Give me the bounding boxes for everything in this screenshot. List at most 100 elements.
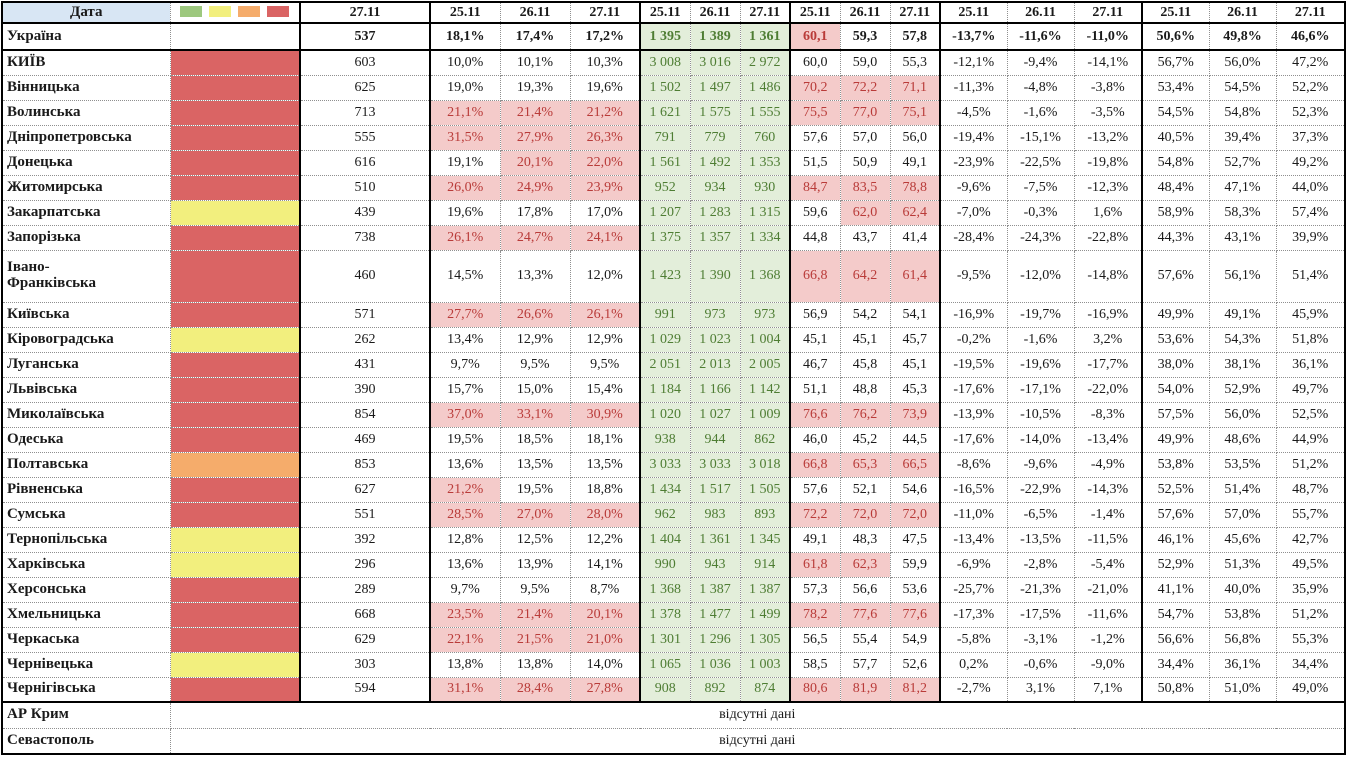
green-cell: 1 004 [739, 326, 791, 353]
pct-cell: 18,1% [429, 22, 501, 51]
green-cell: 1 065 [639, 651, 691, 678]
sixty-cell: 64,2 [839, 249, 891, 303]
green-cell: 990 [639, 551, 691, 578]
pos-cell: 38,1% [1208, 351, 1277, 378]
sixty-cell: 57,6 [789, 476, 841, 503]
sixty-cell: 61,8 [789, 551, 841, 578]
region-name: Сумська [1, 501, 171, 528]
chg-cell: -14,8% [1073, 249, 1143, 303]
sixty-cell: 57,7 [839, 651, 891, 678]
pct-cell: 21,5% [499, 626, 571, 653]
pct-cell: 17,2% [569, 22, 641, 51]
table-row: Донецька 616 19,1% 20,1% 22,0% 1 561 1 492 1 35… [1, 149, 1346, 176]
chg-cell: -22,8% [1073, 224, 1143, 251]
pos-cell: 44,0% [1275, 174, 1346, 201]
pct-cell: 10,3% [569, 49, 641, 76]
num-cell: 603 [299, 49, 431, 76]
num-cell: 439 [299, 199, 431, 226]
chg-cell: -7,0% [939, 199, 1008, 226]
chg-cell: -6,5% [1006, 501, 1075, 528]
num-cell: 510 [299, 174, 431, 201]
date-label-cell: Дата [1, 1, 171, 24]
region-name: Донецька [1, 149, 171, 176]
chg-cell: 3,1% [1006, 676, 1075, 703]
pct-cell: 9,5% [499, 576, 571, 603]
chg-cell: -19,6% [1006, 351, 1075, 378]
pos-cell: 52,5% [1141, 476, 1210, 503]
green-cell: 791 [639, 124, 691, 151]
pos-cell: 51,3% [1208, 551, 1277, 578]
pct-cell: 21,2% [429, 476, 501, 503]
status-color-cell [169, 526, 301, 553]
pos-cell: 50,6% [1141, 22, 1210, 51]
chg-cell: -1,2% [1073, 626, 1143, 653]
chg-cell: -19,8% [1073, 149, 1143, 176]
chg-cell: -9,5% [939, 249, 1008, 303]
sixty-cell: 78,2 [789, 601, 841, 628]
chg-cell: -17,7% [1073, 351, 1143, 378]
num-cell: 625 [299, 74, 431, 101]
table-row: Хмельницька 668 23,5% 21,4% 20,1% 1 378 1 477 1… [1, 601, 1346, 628]
chg-cell: -11,6% [1006, 22, 1075, 51]
pct-cell: 15,0% [499, 376, 571, 403]
pos-cell: 57,6% [1141, 249, 1210, 303]
pct-cell: 9,5% [569, 351, 641, 378]
region-name: Україна [1, 22, 171, 51]
green-cell: 1 555 [739, 99, 791, 126]
green-cell: 1 375 [639, 224, 691, 251]
green-cell: 1 301 [639, 626, 691, 653]
table-row: Волинська 713 21,1% 21,4% 21,2% 1 621 1 575 1 5… [1, 99, 1346, 126]
status-color-cell [169, 326, 301, 353]
chg-cell: -9,6% [939, 174, 1008, 201]
legend-swatch-yellow-icon [209, 5, 232, 17]
green-cell: 1 184 [639, 376, 691, 403]
pct-cell: 12,9% [569, 326, 641, 353]
sixty-cell: 51,5 [789, 149, 841, 176]
pos-cell: 49,9% [1141, 301, 1210, 328]
pct-cell: 19,0% [429, 74, 501, 101]
green-cell: 1 283 [689, 199, 741, 226]
sixty-cell: 75,1 [889, 99, 941, 126]
sixty-cell: 47,5 [889, 526, 941, 553]
status-color-cell [169, 49, 301, 76]
sixty-cell: 54,6 [889, 476, 941, 503]
pos-cell: 53,6% [1141, 326, 1210, 353]
pos-cell: 46,6% [1275, 22, 1346, 51]
sixty-cell: 45,1 [839, 326, 891, 353]
pos-cell: 49,0% [1275, 676, 1346, 703]
pos-cell: 40,0% [1208, 576, 1277, 603]
green-cell: 779 [689, 124, 741, 151]
pct-cell: 26,1% [569, 301, 641, 328]
chg-cell: -11,6% [1073, 601, 1143, 628]
pct-cell: 12,2% [569, 526, 641, 553]
num-cell: 738 [299, 224, 431, 251]
sixty-cell: 59,6 [789, 199, 841, 226]
region-name: Кіровоградська [1, 326, 171, 353]
chg-cell: -6,9% [939, 551, 1008, 578]
table-row: Миколаївська 854 37,0% 33,1% 30,9% 1 020 1 027… [1, 401, 1346, 428]
pct-cell: 10,1% [499, 49, 571, 76]
green-cell: 1 296 [689, 626, 741, 653]
status-color-cell [169, 676, 301, 703]
sixty-cell: 60,1 [789, 22, 841, 51]
region-name: Івано-Франківська [1, 249, 171, 303]
chg-cell: -28,4% [939, 224, 1008, 251]
status-color-cell [169, 401, 301, 428]
region-name: Чернігівська [1, 676, 171, 703]
num-cell: 668 [299, 601, 431, 628]
green-cell: 893 [739, 501, 791, 528]
pct-cell: 17,4% [499, 22, 571, 51]
chg-cell: -23,9% [939, 149, 1008, 176]
pct-cell: 23,5% [429, 601, 501, 628]
pct-cell: 20,1% [499, 149, 571, 176]
pos-cell: 45,9% [1275, 301, 1346, 328]
chg-cell: -11,0% [939, 501, 1008, 528]
sixty-cell: 61,4 [889, 249, 941, 303]
chg-cell: -16,9% [939, 301, 1008, 328]
sixty-cell: 70,2 [789, 74, 841, 101]
chg-cell: -17,5% [1006, 601, 1075, 628]
chg-cell: 7,1% [1073, 676, 1143, 703]
pos-cell: 44,3% [1141, 224, 1210, 251]
pos-cell: 48,4% [1141, 174, 1210, 201]
